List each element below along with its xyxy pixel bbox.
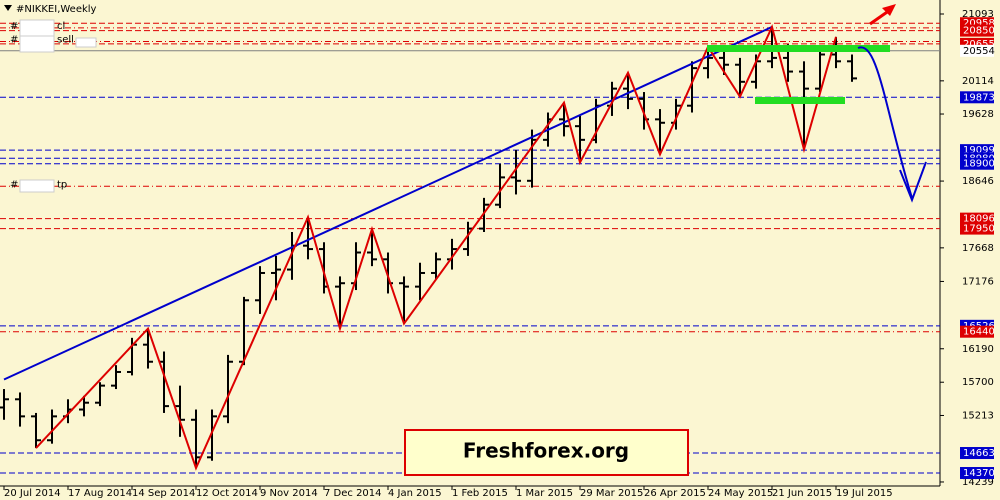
hidden-box — [19, 19, 55, 37]
level-label: 19873 — [963, 92, 995, 103]
x-tick-label: 4 Jan 2015 — [388, 488, 442, 499]
level-label: 16440 — [963, 327, 995, 338]
forecast-arrow-head — [899, 161, 927, 203]
level-label: 20655 — [963, 39, 995, 50]
x-tick-label: 9 Nov 2014 — [260, 488, 318, 499]
forecast-arrow — [857, 46, 913, 199]
annotation-prefix: # — [10, 179, 18, 190]
level-label: 19099 — [963, 145, 995, 156]
annotation-prefix: # — [10, 35, 18, 46]
level-label: 18900 — [963, 159, 995, 170]
level-label: 14663 — [963, 448, 995, 459]
y-tick-label: 19628 — [962, 109, 994, 120]
watermark: Freshforex.org — [463, 439, 629, 463]
arrow-head — [882, 4, 896, 16]
level-label-box — [960, 447, 994, 460]
hidden-box — [75, 37, 97, 48]
y-tick-label: 14239 — [962, 477, 994, 488]
level-label-box — [960, 222, 994, 235]
trendline — [3, 26, 773, 381]
y-tick-label: 20114 — [962, 76, 994, 87]
y-tick-label: 17176 — [962, 276, 994, 287]
level-label-box — [960, 157, 994, 170]
y-tick-label: 15213 — [962, 410, 994, 421]
annotation-suffix: tp — [57, 179, 67, 190]
level-label-box — [960, 212, 994, 225]
level-label-box — [960, 24, 994, 37]
x-tick-label: 7 Dec 2014 — [324, 488, 382, 499]
zone — [755, 97, 845, 104]
chart-title: #NIKKEI,Weekly — [16, 4, 97, 15]
level-label: 14370 — [963, 468, 995, 479]
level-label: 20850 — [963, 26, 995, 37]
x-tick-label: 12 Oct 2014 — [196, 488, 258, 499]
y-tick-label: 21093 — [962, 9, 994, 20]
x-tick-label: 26 Apr 2015 — [644, 488, 706, 499]
y-tick-label: 17668 — [962, 243, 994, 254]
y-tick-label: 16190 — [962, 344, 994, 355]
zone — [707, 45, 890, 52]
level-label: 20554 — [963, 46, 995, 57]
x-tick-label: 24 May 2015 — [708, 488, 773, 499]
x-tick-label: 29 Mar 2015 — [580, 488, 643, 499]
hidden-box — [19, 35, 55, 53]
annotation-suffix: sell — [57, 35, 74, 46]
annotation-suffix: cl — [57, 21, 65, 32]
level-label-box — [960, 325, 994, 338]
level-label: 17950 — [963, 224, 995, 235]
x-tick-label: 14 Sep 2014 — [132, 488, 195, 499]
annotation-prefix: # — [10, 21, 18, 32]
hidden-box — [19, 179, 55, 193]
x-tick-label: 19 Jul 2015 — [836, 488, 893, 499]
level-label-box — [960, 44, 994, 57]
level-label-box — [960, 467, 994, 480]
x-tick-label: 21 Jun 2015 — [772, 488, 832, 499]
menu-icon — [4, 5, 12, 11]
x-tick-label: 17 Aug 2014 — [68, 488, 132, 499]
x-tick-label: 20 Jul 2014 — [4, 488, 61, 499]
level-label: 18096 — [963, 214, 995, 225]
y-tick-label: 18646 — [962, 176, 994, 187]
watermark-box — [404, 429, 689, 476]
level-label-box — [960, 91, 994, 104]
x-tick-label: 1 Feb 2015 — [452, 488, 508, 499]
zigzag — [35, 24, 837, 471]
level-label: 20958 — [963, 18, 995, 29]
y-tick-label: 15700 — [962, 377, 994, 388]
x-tick-label: 1 Mar 2015 — [516, 488, 573, 499]
